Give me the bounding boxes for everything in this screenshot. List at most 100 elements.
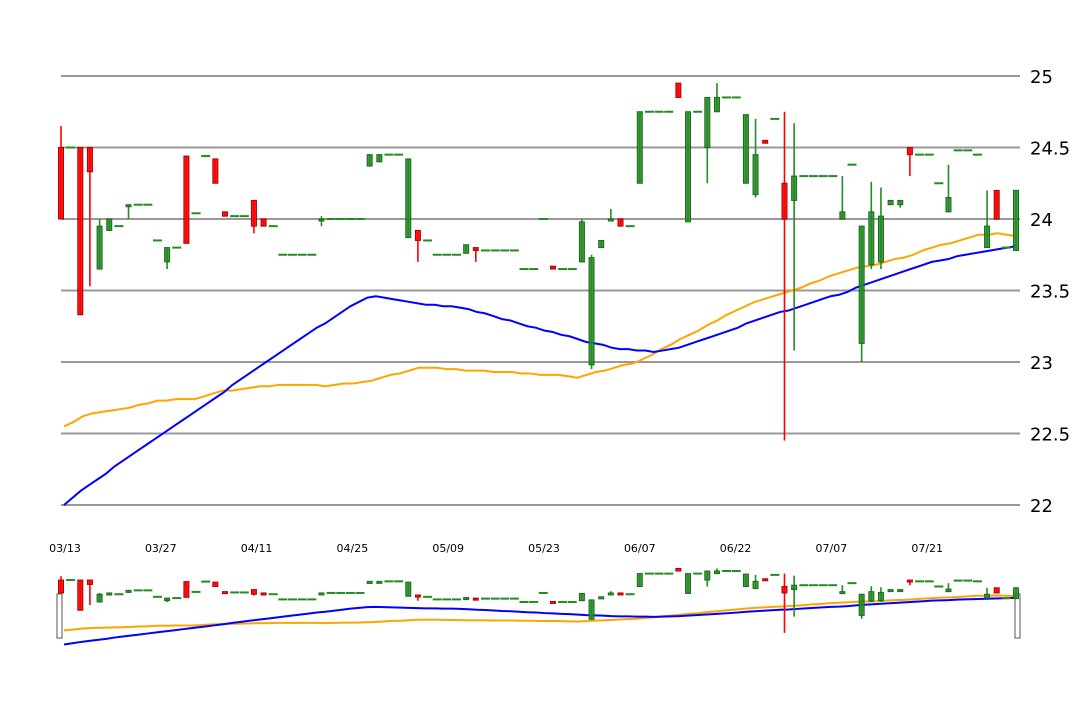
- navigator-left-handle[interactable]: [56, 593, 63, 639]
- candle-body: [212, 158, 219, 184]
- candle-body: [58, 147, 64, 220]
- candle-body: [250, 199, 257, 227]
- candle-body: [887, 199, 894, 206]
- navigator-candle-body: [993, 587, 1000, 594]
- candle-body: [906, 147, 913, 156]
- candle-body: [221, 211, 228, 217]
- candle-body: [945, 197, 952, 213]
- x-tick-label: 03/27: [145, 542, 177, 555]
- navigator-candle-body: [125, 589, 132, 593]
- navigator-candle-body: [887, 589, 894, 593]
- x-axis-ticks: 03/13 03/27 04/11 04/25 05/09 05/23 06/07 06/22…: [49, 542, 943, 555]
- navigator-right-handle[interactable]: [1014, 593, 1021, 639]
- navigator-candle-body: [713, 570, 720, 575]
- candle-body: [868, 211, 875, 266]
- grid-lines: [61, 75, 1020, 506]
- navigator-candle-body: [704, 570, 711, 581]
- x-tick-label: 04/11: [241, 542, 273, 555]
- candle-body: [617, 218, 624, 227]
- candle-body: [366, 154, 373, 167]
- candle-body: [762, 139, 769, 144]
- navigator-candle-body: [742, 573, 749, 587]
- navigator-candle-body: [1013, 587, 1019, 600]
- x-tick-label: 06/07: [624, 542, 656, 555]
- candle-body: [704, 96, 711, 148]
- y-tick-label: 22: [1030, 496, 1053, 517]
- candle-body: [414, 229, 421, 241]
- navigator-candle-body: [578, 592, 585, 602]
- navigator-candle-body: [897, 589, 904, 593]
- candle-body: [752, 154, 759, 196]
- x-tick-label: 05/09: [432, 542, 464, 555]
- navigator-candle-body: [77, 579, 84, 611]
- ma-long-line: [63, 245, 1017, 506]
- navigator-candle-body: [781, 586, 788, 594]
- candle-body: [463, 244, 470, 254]
- candle-body: [781, 182, 788, 220]
- navigator-candle-body: [549, 600, 556, 604]
- navigator-candle-body: [58, 579, 64, 594]
- candle-body: [578, 221, 585, 263]
- navigator-candle-body: [868, 591, 875, 602]
- x-tick-label: 06/22: [720, 542, 752, 555]
- candle-body: [260, 218, 267, 227]
- y-tick-label: 24: [1030, 210, 1053, 231]
- candle-body: [858, 225, 865, 344]
- candle-body: [607, 218, 614, 222]
- candle-body: [1013, 189, 1019, 251]
- navigator-overview[interactable]: [56, 567, 1021, 646]
- navigator-candle-body: [106, 592, 113, 596]
- x-tick-label: 07/21: [911, 542, 943, 555]
- navigator-candle-body: [96, 593, 103, 603]
- candle-body: [125, 204, 132, 208]
- navigator-candle-body: [221, 591, 228, 595]
- navigator-candle-body: [472, 597, 479, 601]
- y-axis-ticks: 22 22.5 23 23.5 24 24.5 25: [1030, 67, 1070, 517]
- candle-body: [549, 265, 556, 270]
- navigator-candle-body: [675, 567, 682, 572]
- y-tick-label: 23.5: [1030, 282, 1070, 303]
- candle-body: [106, 218, 113, 231]
- navigator-series: [58, 567, 1019, 646]
- candle-body: [96, 225, 103, 270]
- navigator-candle-body: [598, 596, 605, 600]
- navigator-candle-body: [685, 573, 692, 594]
- navigator-candle-body: [414, 594, 421, 598]
- candle-body: [318, 218, 325, 222]
- navigator-candle-body: [183, 581, 190, 598]
- candle-body: [636, 111, 643, 184]
- navigator-candle-body: [588, 599, 595, 620]
- y-tick-label: 25: [1030, 67, 1053, 88]
- candle-body: [897, 199, 904, 206]
- candle-body: [164, 247, 171, 263]
- candle-body: [472, 247, 479, 251]
- navigator-candle-body: [791, 584, 798, 591]
- candle-body: [588, 257, 595, 366]
- candle-body: [405, 158, 412, 239]
- x-tick-label: 07/07: [816, 542, 848, 555]
- y-tick-label: 24.5: [1030, 139, 1070, 160]
- candle-body: [742, 114, 749, 184]
- navigator-candle-body: [617, 592, 624, 596]
- candle-body: [791, 175, 798, 201]
- short-moving-average: [63, 232, 1017, 428]
- candle-body: [713, 96, 720, 113]
- candle-body: [183, 155, 190, 244]
- navigator-candle-body: [86, 579, 93, 585]
- y-tick-label: 22.5: [1030, 425, 1070, 446]
- y-tick-label: 23: [1030, 353, 1053, 374]
- navigator-candle-body: [366, 580, 373, 584]
- x-tick-label: 04/25: [337, 542, 369, 555]
- navigator-candle-body: [250, 589, 257, 595]
- navigator-candle-body: [212, 581, 219, 587]
- navigator-candle-body: [376, 580, 383, 584]
- candle-body: [376, 154, 383, 163]
- navigator-candle-body: [318, 592, 325, 596]
- navigator-candle-body: [984, 593, 991, 599]
- navigator-candle-body: [636, 573, 643, 588]
- navigator-candle-body: [906, 579, 913, 583]
- navigator-candle-body: [405, 581, 412, 597]
- navigator-candle-body: [877, 591, 884, 602]
- x-tick-label: 05/23: [528, 542, 560, 555]
